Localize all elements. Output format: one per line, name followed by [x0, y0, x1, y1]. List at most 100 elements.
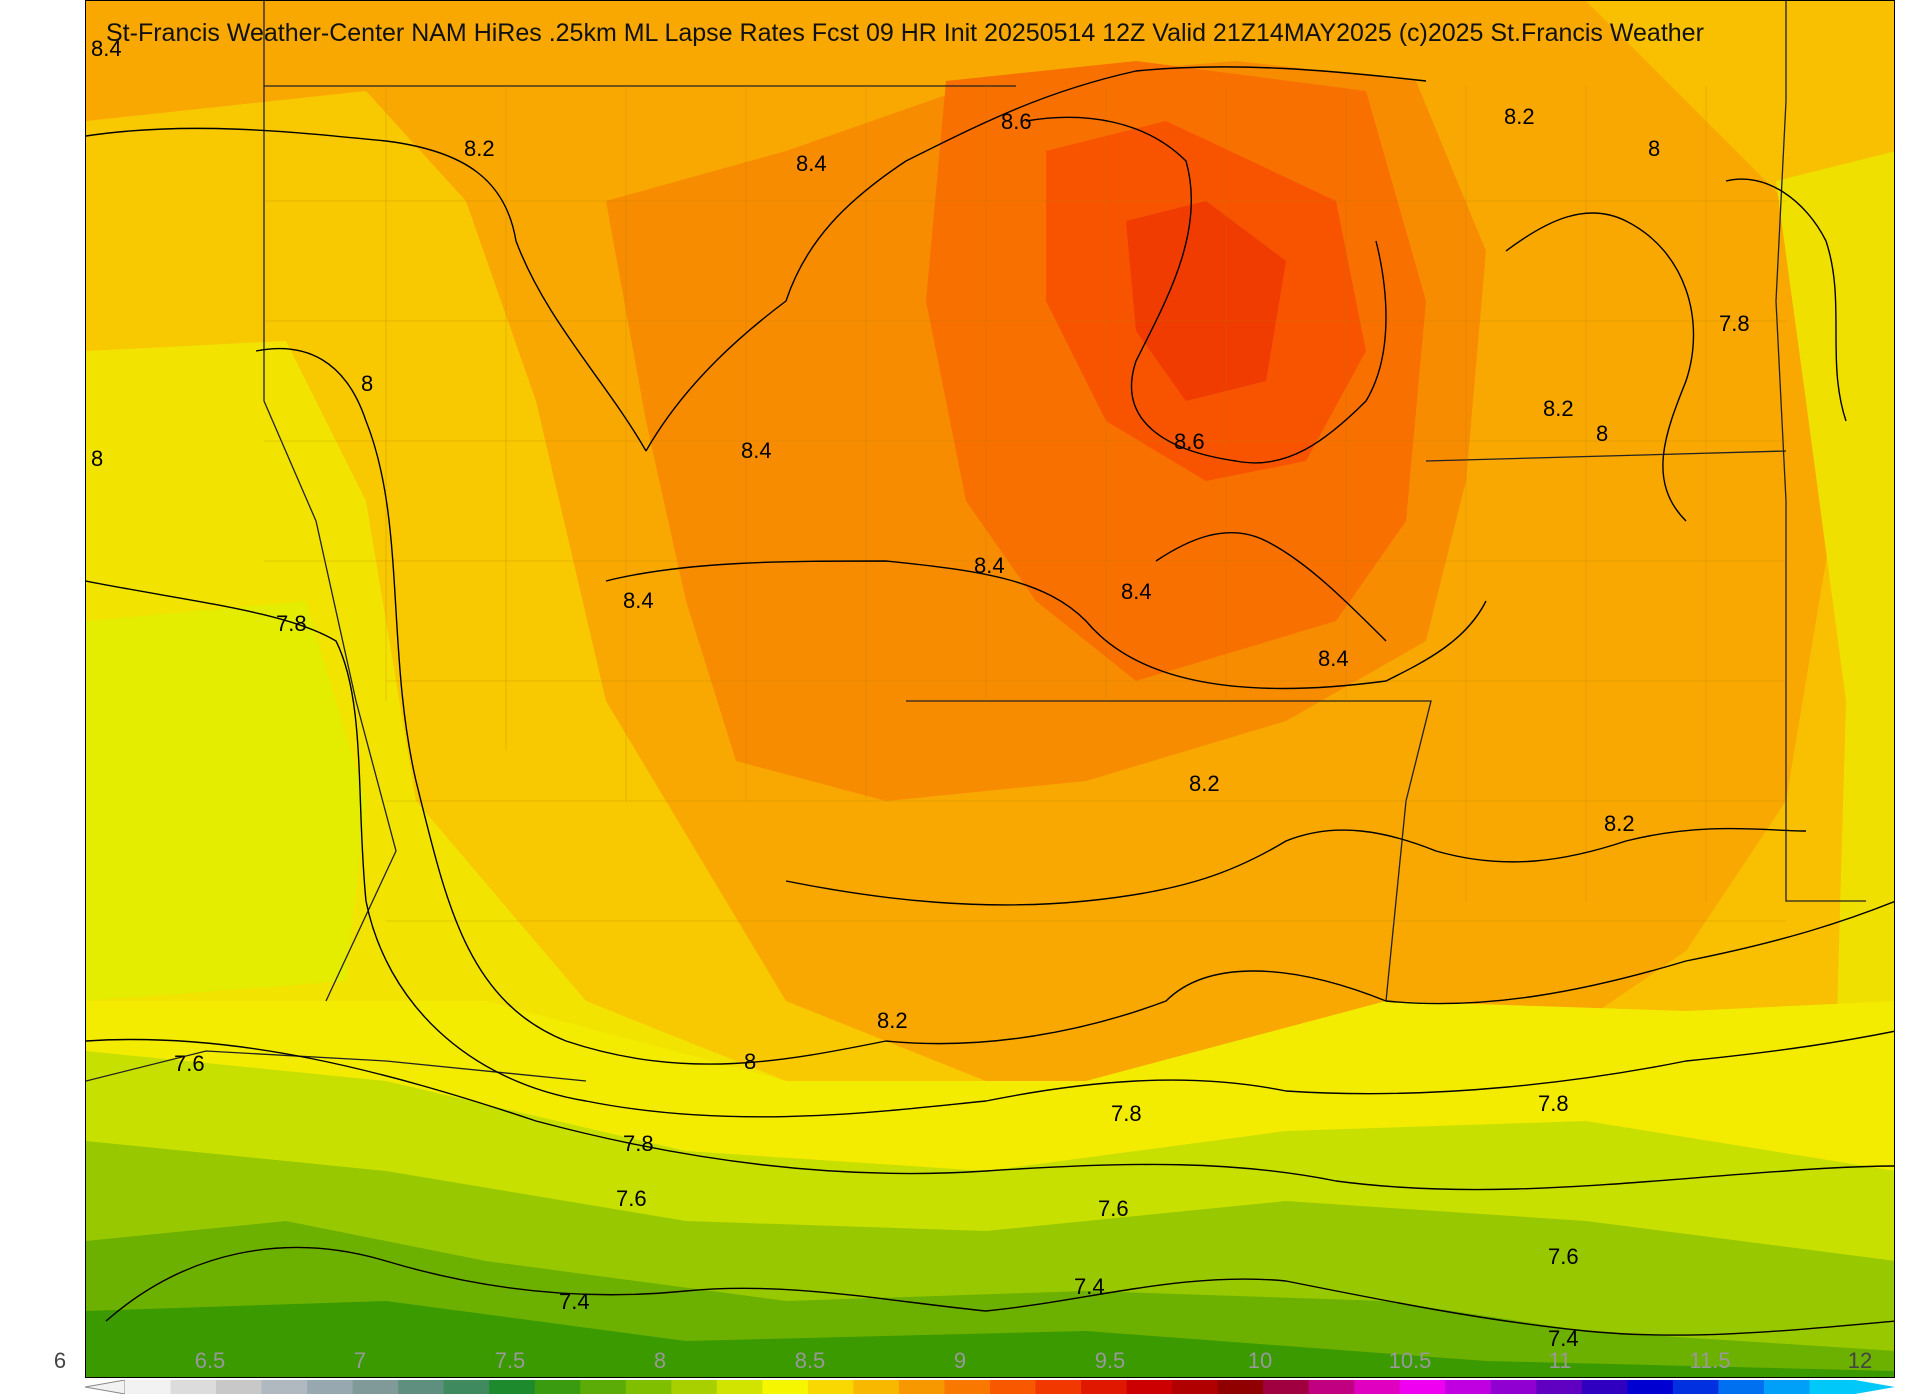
colorbar-segment — [443, 1380, 490, 1394]
contour-8-4-north — [645, 66, 1427, 452]
contour-label: 8.4 — [1318, 646, 1349, 671]
colorbar-segment — [807, 1380, 854, 1394]
colorbar-segment — [352, 1380, 399, 1394]
contour-8-6 — [1025, 116, 1387, 464]
contour-8-6-small — [1155, 532, 1387, 642]
contour-label: 8.6 — [1001, 109, 1032, 134]
colorbar-segment — [1081, 1380, 1128, 1394]
map-title: St-Francis Weather-Center NAM HiRes .25k… — [106, 19, 1704, 47]
colorbar — [85, 1380, 1895, 1394]
contour-label: 7.4 — [1074, 1274, 1105, 1299]
colorbar-segment — [1581, 1380, 1628, 1394]
colorbar-tick-label: 6.5 — [194, 1348, 226, 1373]
colorbar-segment — [1718, 1380, 1765, 1394]
colorbar-segment — [398, 1380, 445, 1394]
colorbar-tick-label: 10 — [1247, 1348, 1273, 1373]
colorbar-min-arrow — [85, 1380, 126, 1394]
colorbar-segment — [307, 1380, 354, 1394]
contour-7-6 — [86, 1038, 1894, 1191]
colorbar-segment — [671, 1380, 718, 1394]
contour-label: 7.4 — [1548, 1326, 1579, 1351]
contour-label: 8.4 — [741, 438, 772, 463]
colorbar-segment — [1763, 1380, 1810, 1394]
contour-label: 7.6 — [1548, 1244, 1579, 1269]
contour-8-2-west — [86, 127, 647, 452]
colorbar-segment — [853, 1380, 900, 1394]
contour-label: 7.8 — [1111, 1101, 1142, 1126]
colorbar-segment — [216, 1380, 263, 1394]
colorbar-segment — [990, 1380, 1037, 1394]
contour-label: 7.8 — [1538, 1091, 1569, 1116]
contour-label-group: 8.4 8.2 8.4 8.6 8.2 8 8 8.4 8.6 8.4 8.4 … — [91, 36, 1750, 1351]
colorbar-segment — [1263, 1380, 1310, 1394]
contour-lines — [86, 66, 1894, 1336]
contour-8-2-south — [785, 827, 1807, 906]
border-east — [1775, 1, 1866, 902]
map-frame: 8.4 8.2 8.4 8.6 8.2 8 8 8.4 8.6 8.4 8.4 … — [85, 0, 1895, 1378]
field-peak-core — [1126, 201, 1286, 401]
colorbar-segment — [261, 1380, 308, 1394]
contour-label: 8.4 — [974, 553, 1005, 578]
contour-label: 8 — [361, 371, 373, 396]
colorbar-tick-label: 11 — [1548, 1348, 1572, 1373]
field-west-light — [86, 601, 366, 1001]
contour-label: 8.4 — [623, 588, 654, 613]
colorbar-segment — [1399, 1380, 1446, 1394]
contour-label: 8.2 — [1504, 104, 1535, 129]
contour-7-8 — [86, 580, 1894, 1118]
contour-7-8-east — [1725, 178, 1847, 422]
contour-label: 8.2 — [1604, 811, 1635, 836]
colorbar-segment — [1172, 1380, 1219, 1394]
colorbar-segment — [716, 1380, 763, 1394]
contour-label: 7.8 — [623, 1131, 654, 1156]
state-borders — [86, 1, 1866, 1082]
contour-label: 8.4 — [1121, 579, 1152, 604]
shaded-fields — [86, 1, 1894, 1377]
colorbar-tick-label: 9.5 — [1094, 1348, 1126, 1373]
colorbar-tick-label: 7.5 — [494, 1348, 526, 1373]
colorbar-ticks: 6 6.5 7 7.5 8 8.5 9 9.5 10 10.5 11 11.5 12 — [0, 1340, 1920, 1373]
border-ne — [1425, 450, 1787, 462]
colorbar-segment — [125, 1380, 172, 1394]
colorbar-tick-label: 9 — [953, 1348, 967, 1373]
colorbar-segment — [625, 1380, 672, 1394]
colorbar-tick-label: 8 — [653, 1348, 667, 1373]
contour-label: 7.4 — [559, 1289, 590, 1314]
contour-label: 7.8 — [276, 611, 307, 636]
contour-8-4-south — [605, 560, 1487, 690]
colorbar-max-arrow — [1855, 1380, 1895, 1394]
colorbar-segment — [489, 1380, 536, 1394]
field-east-yellow — [1776, 151, 1894, 1051]
contour-label: 8.4 — [796, 151, 827, 176]
colorbar-segment — [1627, 1380, 1674, 1394]
contour-label: 8.4 — [91, 36, 122, 61]
colorbar-segment — [1490, 1380, 1537, 1394]
colorbar-segment — [580, 1380, 627, 1394]
county-lines — [264, 86, 1786, 922]
colorbar-segment — [944, 1380, 991, 1394]
colorbar-segment — [1445, 1380, 1492, 1394]
contour-label: 8 — [91, 446, 103, 471]
colorbar-tick-label: 10.5 — [1388, 1348, 1432, 1373]
colorbar-segment — [1536, 1380, 1583, 1394]
colorbar-segment — [1217, 1380, 1264, 1394]
colorbar-segment — [170, 1380, 217, 1394]
colorbar-tick-label: 8.5 — [794, 1348, 826, 1373]
colorbar-segment — [1809, 1380, 1856, 1394]
contour-label: 7.8 — [1719, 311, 1750, 336]
lapse-rate-map: 8.4 8.2 8.4 8.6 8.2 8 8 8.4 8.6 8.4 8.4 … — [86, 1, 1894, 1377]
colorbar-segment — [534, 1380, 581, 1394]
colorbar-segment — [1126, 1380, 1173, 1394]
border-west — [263, 1, 397, 1002]
contour-8-east — [1505, 212, 1695, 522]
contour-label: 8.2 — [1189, 771, 1220, 796]
contour-label: 8.2 — [1543, 396, 1574, 421]
contour-label: 7.6 — [174, 1051, 205, 1076]
contour-label: 8.6 — [1174, 429, 1205, 454]
contour-label: 8 — [744, 1049, 756, 1074]
contour-label: 8 — [1596, 421, 1608, 446]
contour-label: 7.6 — [1098, 1196, 1129, 1221]
colorbar-segment — [898, 1380, 945, 1394]
colorbar-segment — [1035, 1380, 1082, 1394]
colorbar-segment — [1672, 1380, 1719, 1394]
